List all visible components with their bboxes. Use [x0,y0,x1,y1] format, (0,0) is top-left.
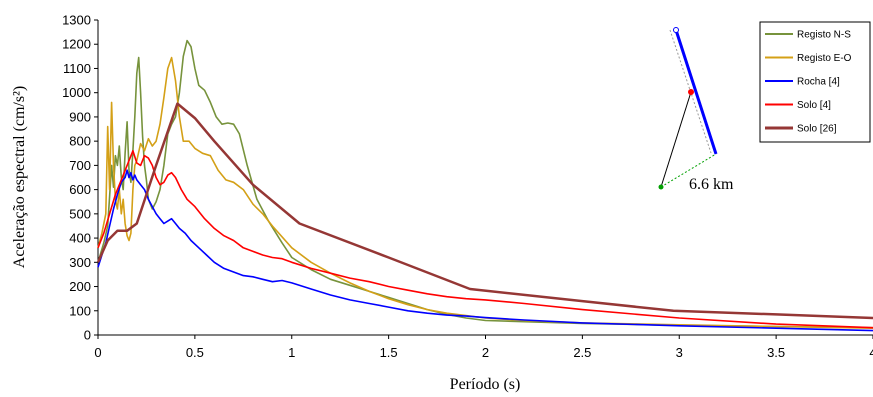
x-tick-label: 3 [676,345,683,360]
x-tick-label: 1.5 [380,345,398,360]
fault-trace-line [674,29,718,155]
y-tick-label: 0 [84,328,91,343]
y-tick-label: 900 [69,109,91,124]
y-tick-label: 600 [69,182,91,197]
series-line-3 [97,169,873,332]
series-line-2 [97,56,873,329]
y-tick-label: 100 [69,303,91,318]
y-tick-label: 700 [69,158,91,173]
x-tick-label: 2 [482,345,489,360]
y-tick-label: 500 [69,206,91,221]
y-axis-title: Aceleração espectral (cm/s²) [11,86,28,268]
y-tick-label: 300 [69,255,91,270]
x-tick-label: 1 [288,345,295,360]
x-tick-label: 0 [94,345,101,360]
y-tick-label: 1000 [62,85,91,100]
y-tick-label: 200 [69,279,91,294]
y-axis: 0 100 200 300 400 500 600 700 800 900 1000 1100 1200… [62,13,99,343]
legend: Registo N-S Registo E-O Rocha [4] Solo [4] S… [759,21,871,143]
station-hypocenter-line [660,91,692,188]
x-axis: 0 0.5 1 1.5 2 2.5 3 3.5 4 [94,334,873,360]
fault-diagram: 6.6 km [658,27,734,193]
series-line-1 [97,39,873,329]
y-tick-label: 1300 [62,13,91,28]
series-lines [96,39,873,332]
legend-label: Registo E-O [797,53,852,64]
station-distance-line [660,153,717,188]
legend-label: Solo [26] [797,124,837,135]
x-axis-title: Período (s) [450,376,521,393]
x-tick-label: 2.5 [573,345,591,360]
series-line-4 [97,150,873,329]
y-tick-label: 400 [69,231,91,246]
fault-top-marker [673,27,679,33]
legend-label: Rocha [4] [797,77,840,88]
y-tick-label: 1100 [63,61,91,76]
distance-annotation: 6.6 km [689,176,734,193]
x-tick-label: 3.5 [767,345,785,360]
x-tick-label: 4 [869,345,873,360]
legend-label: Registo N-S [797,30,851,41]
y-tick-label: 1200 [62,37,91,52]
station-marker [658,184,664,190]
series-line-5 [96,102,873,320]
x-tick-label: 0.5 [186,345,204,360]
hypocenter-marker [688,89,694,95]
y-tick-label: 800 [69,134,91,149]
legend-label: Solo [4] [797,100,831,111]
